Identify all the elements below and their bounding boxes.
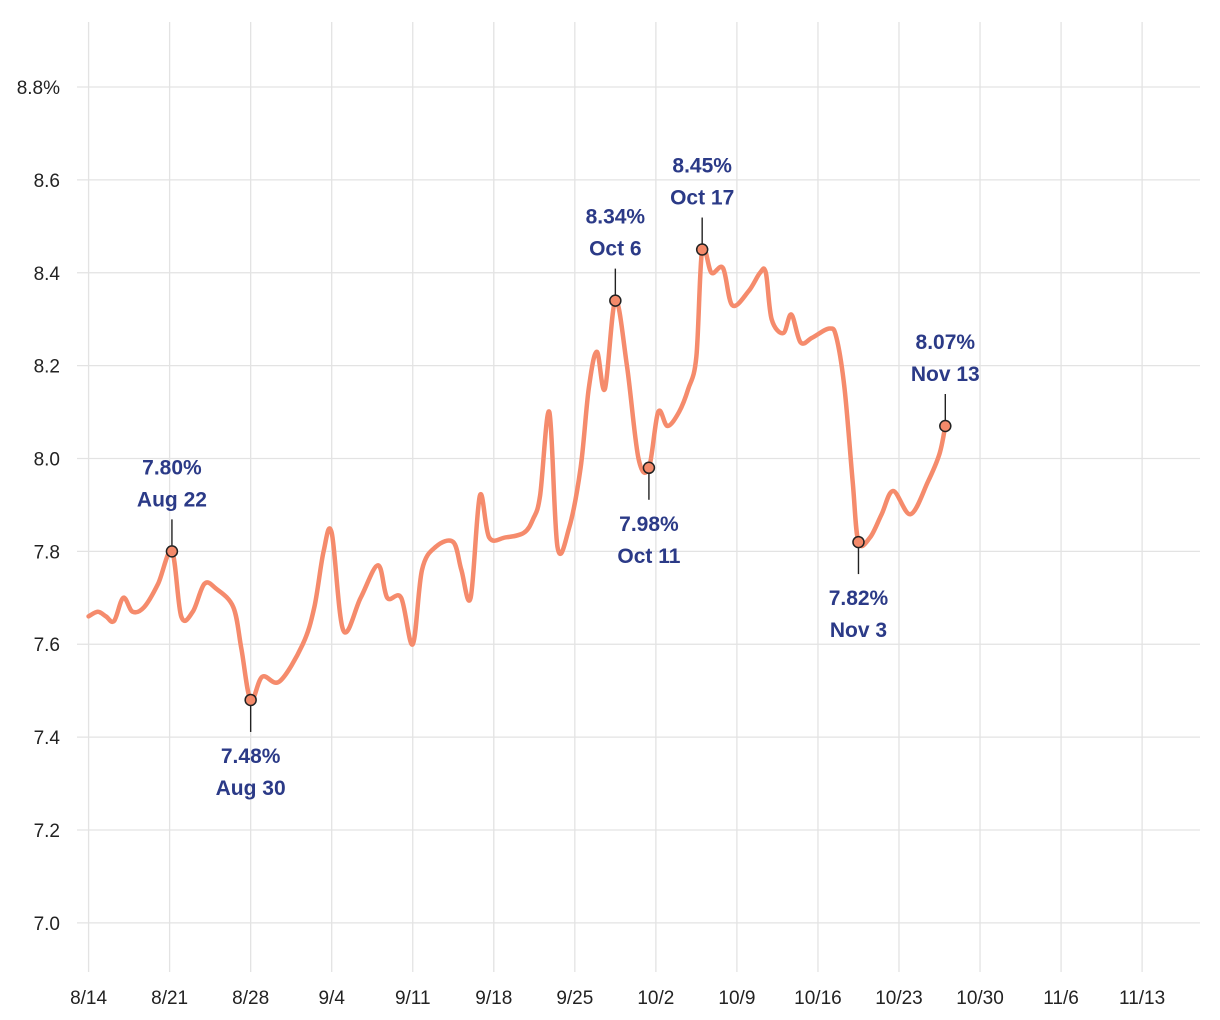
annotation-marker xyxy=(609,294,622,307)
x-tick-label: 10/2 xyxy=(637,988,674,1009)
annotation-value: 7.82% xyxy=(829,587,889,610)
annotation: 8.07% Nov 13 xyxy=(911,331,980,433)
annotation-marker xyxy=(695,243,709,256)
annotation: 8.34% Oct 6 xyxy=(586,206,646,307)
annotation-date: Nov 13 xyxy=(911,363,980,386)
x-tick-label: 8/14 xyxy=(70,988,107,1009)
annotation: 7.98% Oct 11 xyxy=(617,461,681,568)
annotation-value: 7.80% xyxy=(142,456,202,479)
annotation-date: Oct 11 xyxy=(617,545,680,568)
annotation: 8.45% Oct 17 xyxy=(670,155,734,256)
x-tick-label: 9/4 xyxy=(318,988,345,1009)
x-tick-label: 10/23 xyxy=(875,988,923,1009)
annotation-marker xyxy=(642,461,656,475)
y-tick-label: 7.8 xyxy=(34,542,60,563)
annotation-marker xyxy=(939,419,952,433)
annotation-marker xyxy=(244,693,257,707)
annotation-value: 7.98% xyxy=(619,513,679,536)
annotation-date: Nov 3 xyxy=(830,619,887,642)
y-tick-label: 8.6 xyxy=(34,171,60,192)
y-tick-label: 7.2 xyxy=(34,821,60,842)
y-tick-label: 8.2 xyxy=(34,357,60,378)
annotation: 7.48% Aug 30 xyxy=(216,693,286,800)
axis-labels: 7.0 7.2 7.4 7.6 7.8 8.0 8.2 8.4 8.6 8.8% 8/14 8/21 8… xyxy=(17,78,1165,1009)
annotation-date: Aug 22 xyxy=(137,488,207,511)
x-tick-label: 8/21 xyxy=(151,988,188,1009)
x-tick-label: 9/11 xyxy=(395,988,431,1009)
annotation-marker xyxy=(165,545,179,558)
annotation-value: 8.45% xyxy=(672,155,732,178)
y-tick-label: 7.6 xyxy=(34,635,60,656)
gridlines xyxy=(77,22,1200,972)
annotations: 7.80% Aug 22 7.48% Aug 30 8.34% Oct 6 7.98% Oct… xyxy=(137,155,980,800)
annotation-date: Aug 30 xyxy=(216,777,286,800)
annotation: 7.80% Aug 22 xyxy=(137,456,207,558)
rate-series-line xyxy=(86,244,948,703)
annotation-value: 8.07% xyxy=(916,331,976,354)
y-tick-label: 8.4 xyxy=(34,264,61,285)
x-tick-label: 10/9 xyxy=(718,988,755,1009)
x-tick-label: 11/13 xyxy=(1119,988,1165,1009)
annotation-marker xyxy=(852,535,865,549)
annotation-date: Oct 6 xyxy=(589,238,642,261)
y-tick-label: 7.4 xyxy=(34,728,61,749)
x-tick-label: 11/6 xyxy=(1043,988,1079,1009)
annotation-value: 7.48% xyxy=(221,745,281,768)
annotation-value: 8.34% xyxy=(586,206,646,229)
y-tick-label: 8.0 xyxy=(34,449,60,470)
annotation: 7.82% Nov 3 xyxy=(829,535,889,642)
x-tick-label: 9/18 xyxy=(475,988,512,1009)
x-tick-label: 10/16 xyxy=(794,988,842,1009)
y-tick-label: 8.8% xyxy=(17,78,60,99)
annotation-date: Oct 17 xyxy=(670,187,734,210)
y-tick-label: 7.0 xyxy=(34,914,60,935)
series-layer xyxy=(86,244,948,703)
x-tick-label: 8/28 xyxy=(232,988,269,1009)
x-tick-label: 10/30 xyxy=(956,988,1004,1009)
x-tick-label: 9/25 xyxy=(556,988,593,1009)
